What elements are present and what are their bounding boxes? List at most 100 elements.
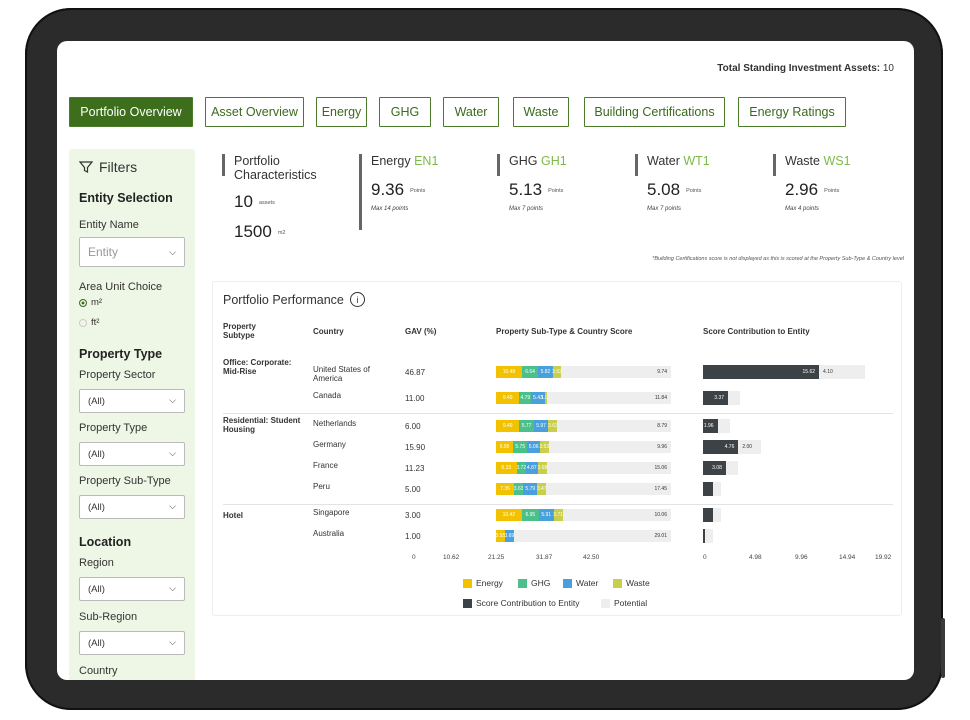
- score-potential: 15.06: [546, 462, 671, 474]
- legend-label: Water: [576, 578, 599, 588]
- kpi-code: WS1: [823, 154, 851, 168]
- contribution-potential: [717, 419, 730, 433]
- kpi-name: Water: [647, 154, 680, 168]
- subtype-residential: Residential: Student Housing: [223, 416, 301, 434]
- score-tick: 21.25: [488, 554, 505, 561]
- tab-asset-overview[interactable]: Asset Overview: [205, 97, 304, 127]
- kpi-code: GH1: [540, 154, 567, 168]
- filter-icon: [79, 161, 93, 173]
- group-divider: [223, 413, 893, 414]
- row-country: Germany: [313, 440, 346, 449]
- score-segment-water: 5.97: [533, 420, 549, 432]
- app-screen: Total Standing Investment Assets: 10 Por…: [57, 41, 914, 680]
- contribution-potential: [725, 461, 738, 475]
- score-segment-ghg: 4.79: [519, 392, 532, 404]
- kpi-unit: Points: [548, 187, 564, 194]
- kpi-water-title: Water WT1: [647, 154, 710, 168]
- legend-water: Water: [563, 578, 598, 588]
- legend-swatch: [613, 578, 622, 588]
- kpi-accent-bar: [222, 154, 225, 176]
- row-country: Canada: [313, 391, 342, 400]
- assets-unit: assets: [258, 199, 275, 206]
- legend-swatch: [463, 578, 472, 588]
- score-segment-ghg: 5.77: [519, 420, 534, 432]
- kpi-value: 9.36: [371, 180, 405, 199]
- legend-contribution: Score Contribution to Entity: [463, 598, 579, 608]
- col-header-country: Country: [313, 327, 344, 336]
- kpi-energy-value: 9.36 Points: [371, 180, 425, 200]
- radio-selected-icon: [79, 298, 87, 307]
- kpi-name: GHG: [509, 154, 538, 168]
- region-select[interactable]: (All) ⌵: [79, 577, 185, 601]
- score-segment-ghg: 6.95: [521, 509, 539, 521]
- entity-select[interactable]: Entity ⌵: [79, 237, 185, 267]
- row-gav: 1.00: [405, 532, 421, 541]
- property-subtype-value: (All): [88, 501, 105, 513]
- score-segment-water: 5.79: [523, 483, 538, 495]
- portfolio-performance-panel: Portfolio Performance i Property Subtype…: [212, 281, 902, 616]
- tab-portfolio-overview[interactable]: Portfolio Overview: [69, 97, 193, 127]
- score-segment-energy: 9.49: [496, 420, 520, 432]
- tab-energy[interactable]: Energy: [316, 97, 367, 127]
- tab-waste[interactable]: Waste: [513, 97, 569, 127]
- kpi-energy-title: Energy EN1: [371, 154, 438, 168]
- subregion-select[interactable]: (All) ⌵: [79, 631, 185, 655]
- entity-select-placeholder: Entity: [88, 245, 119, 259]
- subtype-office: Office: Corporate: Mid-Rise: [223, 358, 292, 376]
- row-country: Netherlands: [313, 419, 357, 428]
- legend-label: GHG: [531, 578, 551, 588]
- row-country: Peru: [313, 482, 330, 491]
- radio-m2[interactable]: m²: [79, 297, 102, 308]
- score-tick: 42.50: [583, 554, 600, 561]
- score-potential: 9.96: [548, 441, 671, 453]
- property-sector-select[interactable]: (All) ⌵: [79, 389, 185, 413]
- tab-building-certifications[interactable]: Building Certifications: [584, 97, 725, 127]
- score-potential: 8.79: [557, 420, 671, 432]
- row-country: United States of America: [313, 365, 370, 383]
- score-segment-water: 5.06: [527, 441, 540, 453]
- property-subtype-select[interactable]: (All) ⌵: [79, 495, 185, 519]
- kpi-portfolio-area: 1500 m2: [234, 222, 285, 242]
- contribution-bar: 3.08: [703, 461, 726, 475]
- contribution-potential: [728, 391, 741, 405]
- kpi-waste-title: Waste WS1: [785, 154, 851, 168]
- radio-ft2[interactable]: ft²: [79, 317, 99, 328]
- subregion-value: (All): [88, 637, 105, 649]
- contribution-potential: [713, 508, 721, 522]
- score-segment-water: 5.82: [538, 366, 553, 378]
- property-type-select[interactable]: (All) ⌵: [79, 442, 185, 466]
- kpi-value: 5.13: [509, 180, 543, 199]
- contribution-potential: [713, 482, 721, 496]
- total-assets: Total Standing Investment Assets: 10: [717, 63, 894, 74]
- kpi-waste-value: 2.96 Points: [785, 180, 839, 200]
- contrib-tick: 19.92: [875, 554, 892, 561]
- kpi-code: EN1: [414, 154, 439, 168]
- radio-unselected-icon: [79, 318, 87, 327]
- score-segment-energy: 3.55: [496, 530, 505, 542]
- score-segment-energy: 10.48: [496, 366, 522, 378]
- tab-energy-ratings[interactable]: Energy Ratings: [738, 97, 846, 127]
- property-type-label: Property Type: [79, 422, 148, 434]
- tab-water[interactable]: Water: [443, 97, 499, 127]
- row-gav: 15.90: [405, 443, 426, 452]
- chevron-down-icon: ⌵: [169, 501, 176, 511]
- kpi-value: 5.08: [647, 180, 681, 199]
- row-country: Australia: [313, 529, 345, 538]
- info-icon[interactable]: i: [349, 292, 365, 307]
- legend-label: Energy: [476, 578, 503, 588]
- performance-title-text: Portfolio Performance: [223, 292, 344, 307]
- group-divider: [223, 504, 893, 505]
- country-label: Country: [79, 665, 118, 677]
- contribution-bar: [703, 482, 713, 496]
- contribution-bar: 15.62: [703, 365, 820, 379]
- entity-selection-heading: Entity Selection: [79, 191, 173, 205]
- row-gav: 11.00: [405, 394, 425, 403]
- score-segment-ghg: 3.72: [516, 462, 526, 474]
- region-value: (All): [88, 583, 105, 595]
- row-country: Singapore: [313, 508, 350, 517]
- contrib-tick: 0: [703, 554, 707, 561]
- score-segment-ghg: 5.75: [513, 441, 528, 453]
- tab-ghg[interactable]: GHG: [379, 97, 431, 127]
- kpi-ghg-max: Max 7 points: [509, 206, 544, 212]
- filters-title: Filters: [79, 159, 137, 175]
